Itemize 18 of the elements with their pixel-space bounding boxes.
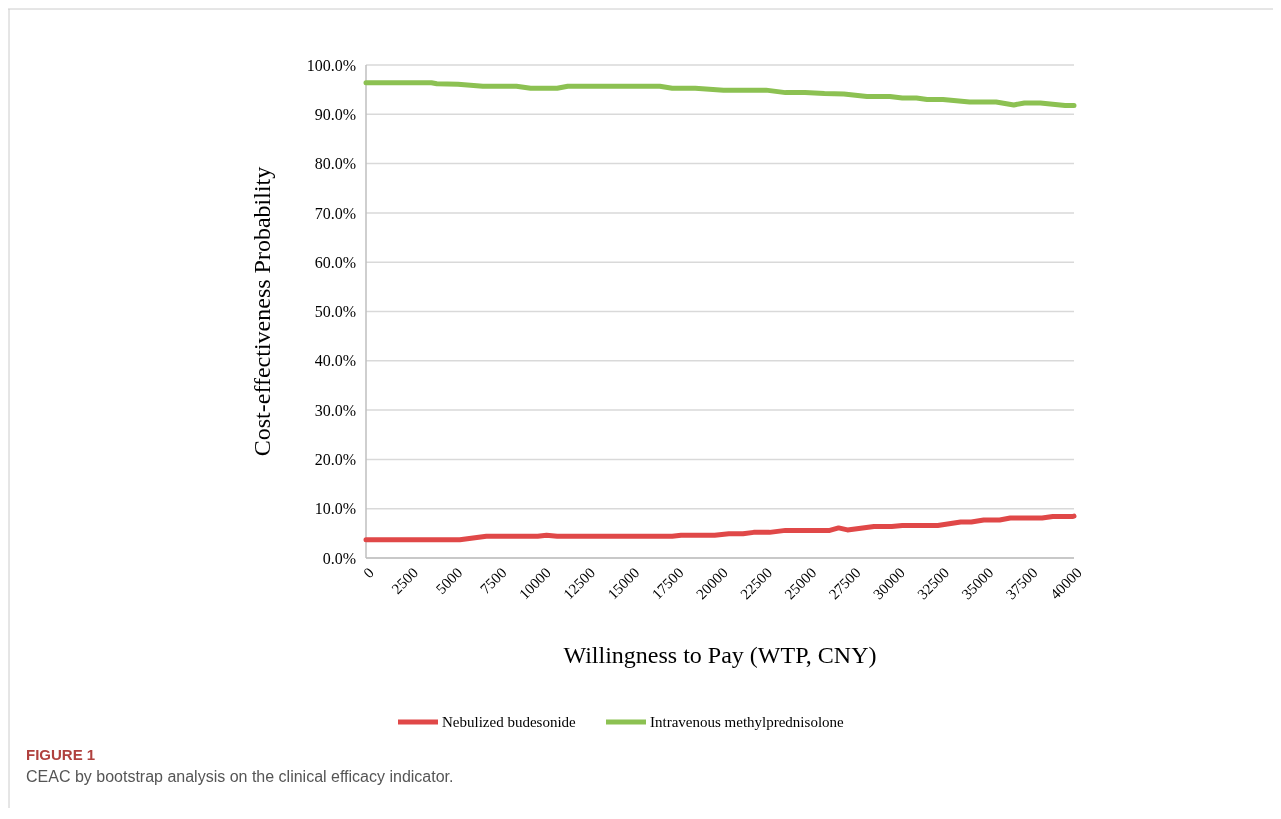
- y-tick-label: 20.0%: [314, 451, 356, 468]
- y-tick-label: 70.0%: [314, 204, 356, 222]
- legend-label: Nebulized budesonide: [442, 714, 577, 731]
- y-tick-label: 30.0%: [314, 401, 356, 419]
- x-tick-label: 0: [360, 564, 377, 582]
- y-tick-label: 90.0%: [314, 105, 356, 123]
- y-tick-label: 100.0%: [306, 56, 356, 74]
- y-tick-label: 60.0%: [314, 253, 356, 271]
- text: CEAC by bootstrap analysis on the clinical efficacy indicator.: [26, 768, 454, 785]
- y-tick-label: 50.0%: [314, 303, 356, 321]
- y-tick-label: 10.0%: [314, 500, 356, 518]
- y-tick-label: 80.0%: [314, 155, 356, 173]
- legend-label: Intravenous methylprednisolone: [650, 714, 845, 731]
- y-tick-label: 40.0%: [314, 352, 356, 370]
- y-tick-label: 0.0%: [322, 549, 356, 567]
- caption: FIGURE 1: [26, 746, 96, 763]
- y-axis-title: Cost-effectiveness Probability: [249, 166, 275, 457]
- x-axis-title: Willingness to Pay (WTP, CNY): [563, 642, 877, 668]
